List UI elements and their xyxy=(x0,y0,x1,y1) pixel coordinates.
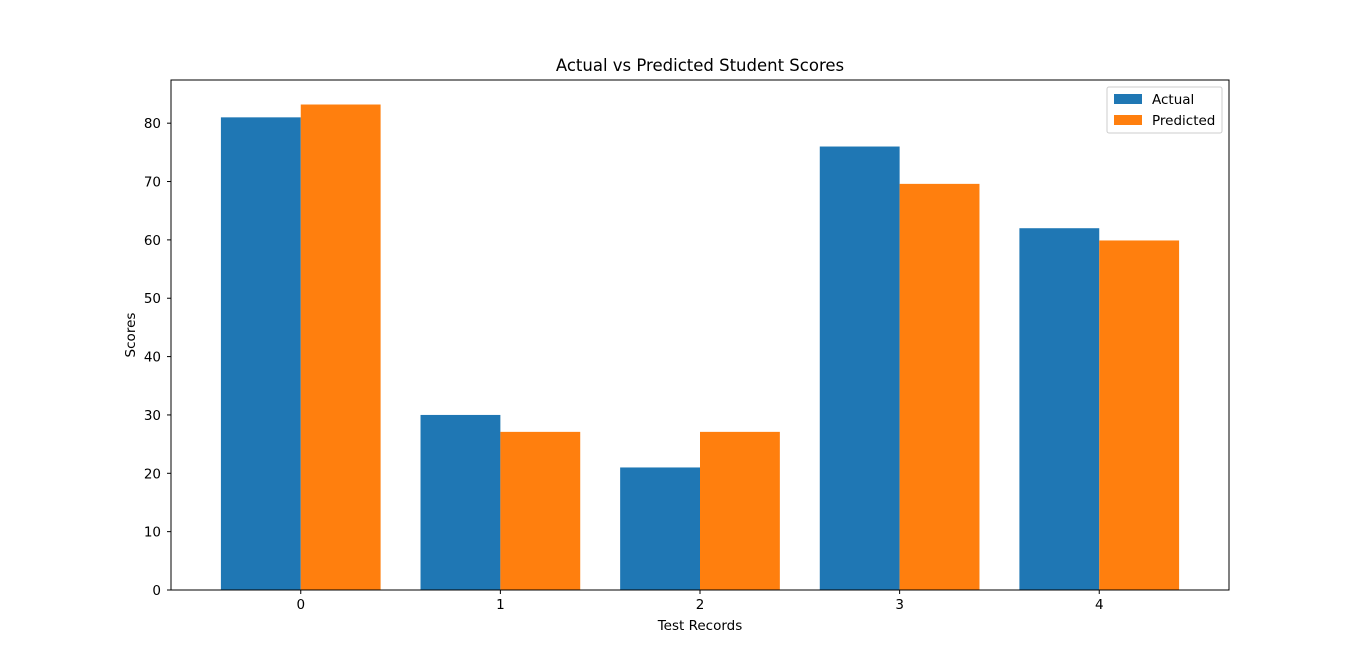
legend: Actual Predicted xyxy=(1106,86,1223,134)
bar-predicted-0 xyxy=(300,104,381,591)
bar-actual-1 xyxy=(420,414,501,590)
y-tick-label: 0 xyxy=(152,583,161,599)
bar-actual-4 xyxy=(1019,228,1100,591)
legend-swatch-predicted xyxy=(1114,115,1142,125)
y-axis-label: Scores xyxy=(123,313,139,358)
y-tick-label: 80 xyxy=(144,116,161,132)
plot-frame xyxy=(170,79,1230,591)
bar-actual-0 xyxy=(220,117,301,591)
x-axis-label: Test Records xyxy=(657,618,743,634)
bar-actual-3 xyxy=(819,146,900,591)
x-axis-ticks: 0 1 2 3 4 xyxy=(296,590,1104,613)
bar-predicted-4 xyxy=(1099,240,1180,590)
x-tick-label: 0 xyxy=(296,597,305,613)
bar-predicted-3 xyxy=(899,183,980,590)
y-tick-label: 50 xyxy=(144,291,161,307)
y-tick-label: 60 xyxy=(144,233,161,249)
y-tick-label: 30 xyxy=(144,408,161,424)
x-tick-label: 2 xyxy=(696,597,705,613)
y-tick-label: 10 xyxy=(144,525,161,541)
x-tick-label: 4 xyxy=(1095,597,1104,613)
y-axis-ticks: 0 10 20 30 40 50 60 70 80 xyxy=(144,116,171,599)
bar-predicted-1 xyxy=(500,431,581,590)
legend-swatch-actual xyxy=(1114,94,1142,104)
x-tick-label: 3 xyxy=(895,597,904,613)
chart-title: Actual vs Predicted Student Scores xyxy=(556,56,844,75)
y-tick-label: 70 xyxy=(144,175,161,191)
y-tick-label: 20 xyxy=(144,466,161,482)
bar-actual-2 xyxy=(620,467,700,590)
legend-label-predicted: Predicted xyxy=(1152,113,1215,129)
x-tick-label: 1 xyxy=(496,597,505,613)
y-tick-label: 40 xyxy=(144,350,161,366)
legend-label-actual: Actual xyxy=(1152,92,1194,108)
bars-group xyxy=(220,104,1180,591)
bar-predicted-2 xyxy=(700,431,780,590)
